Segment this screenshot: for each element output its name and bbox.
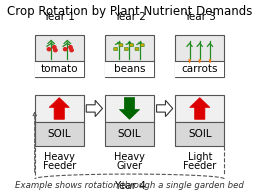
FancyBboxPatch shape [35,94,84,122]
FancyBboxPatch shape [175,122,224,146]
Circle shape [70,49,73,52]
Polygon shape [119,98,140,119]
Text: SOIL: SOIL [188,129,212,139]
FancyBboxPatch shape [175,35,224,77]
FancyBboxPatch shape [140,44,144,47]
Polygon shape [209,59,211,63]
Circle shape [47,48,51,51]
FancyBboxPatch shape [135,48,139,51]
FancyBboxPatch shape [105,61,154,77]
Text: Feeder: Feeder [183,161,217,171]
FancyBboxPatch shape [35,61,84,77]
Text: Feeder: Feeder [42,161,76,171]
Polygon shape [199,59,201,63]
Polygon shape [49,98,69,119]
FancyBboxPatch shape [130,44,134,47]
Text: Year 1: Year 1 [43,12,75,22]
Text: Crop Rotation by Plant Nutrient Demands: Crop Rotation by Plant Nutrient Demands [7,4,252,17]
FancyBboxPatch shape [105,35,154,77]
FancyBboxPatch shape [175,61,224,77]
Text: SOIL: SOIL [118,129,141,139]
Polygon shape [86,100,103,117]
Text: Year 3: Year 3 [184,12,216,22]
Circle shape [63,48,67,51]
Polygon shape [189,59,191,63]
Text: Year 2: Year 2 [113,12,146,22]
Text: carrots: carrots [182,64,218,74]
FancyBboxPatch shape [105,94,154,122]
FancyBboxPatch shape [114,48,118,51]
Circle shape [69,46,72,49]
Text: Heavy: Heavy [44,152,75,162]
Polygon shape [190,98,210,119]
Text: tomato: tomato [40,64,78,74]
Circle shape [53,46,56,49]
Text: Light: Light [188,152,212,162]
Text: beans: beans [114,64,145,74]
FancyBboxPatch shape [35,122,84,146]
Polygon shape [156,100,173,117]
FancyBboxPatch shape [124,48,128,51]
Text: Example shows rotation through a single garden bed: Example shows rotation through a single … [15,181,244,190]
Text: Heavy: Heavy [114,152,145,162]
Circle shape [54,49,57,52]
FancyBboxPatch shape [35,35,84,77]
FancyBboxPatch shape [105,122,154,146]
Text: SOIL: SOIL [47,129,71,139]
Text: Giver: Giver [117,161,142,171]
Text: Year 4: Year 4 [113,181,146,191]
FancyBboxPatch shape [175,94,224,122]
FancyBboxPatch shape [119,44,123,47]
